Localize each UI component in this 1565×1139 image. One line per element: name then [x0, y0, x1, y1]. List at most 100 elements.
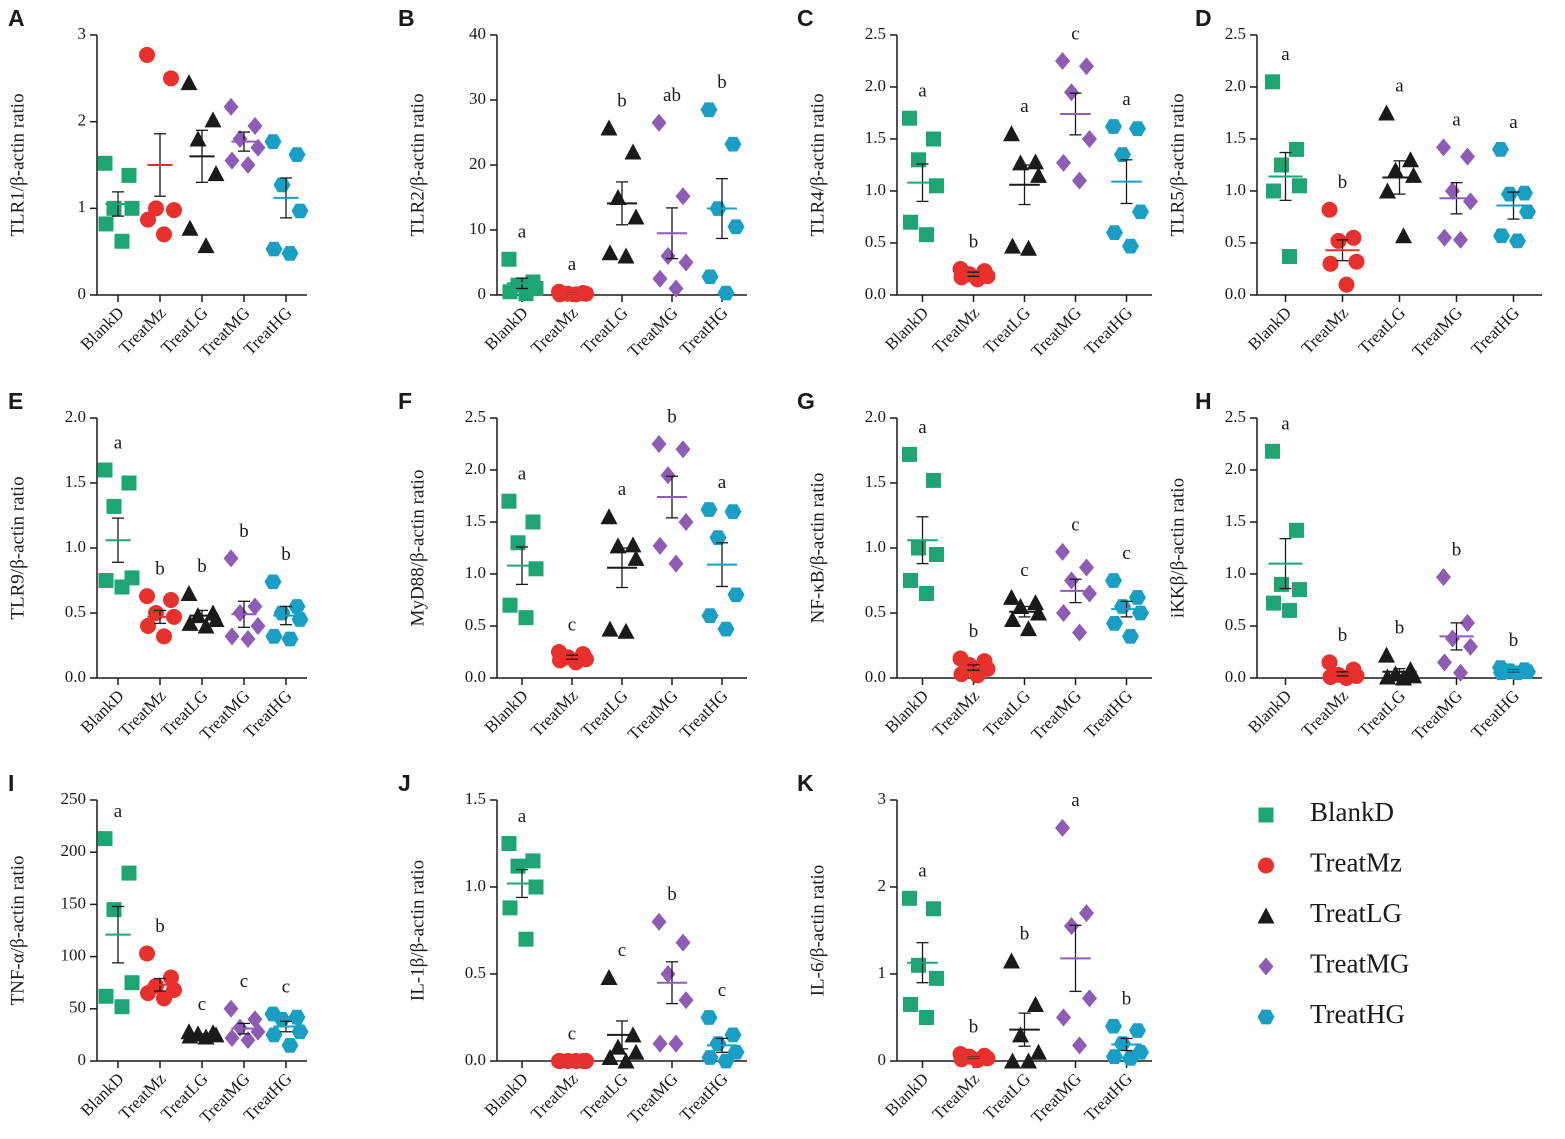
significance-letter: b — [155, 916, 165, 937]
marker — [223, 97, 239, 116]
marker — [1402, 151, 1419, 168]
marker — [106, 902, 122, 918]
marker — [1322, 255, 1339, 272]
y-axis-label: NF-κB/β-actin ratio — [807, 473, 828, 624]
y-tick-label: 0.0 — [465, 1050, 486, 1069]
marker — [911, 152, 926, 168]
marker — [288, 147, 306, 162]
marker — [700, 1010, 718, 1025]
y-tick-label: 2.0 — [465, 459, 486, 478]
x-tick-label: TreatLG — [1355, 303, 1409, 357]
marker — [518, 931, 534, 947]
marker — [1064, 917, 1079, 936]
marker — [1437, 653, 1452, 672]
significance-letter: a — [1281, 44, 1290, 65]
x-tick-label: TreatLG — [980, 686, 1034, 740]
marker — [660, 466, 676, 485]
x-tick-label: TreatLG — [577, 1069, 631, 1123]
marker — [660, 247, 676, 265]
y-tick-label: 0.0 — [865, 284, 886, 303]
significance-letter: c — [568, 614, 576, 635]
marker — [600, 508, 618, 525]
marker — [1348, 253, 1365, 270]
y-axis-label: IL-6/β-actin ratio — [807, 865, 828, 997]
marker — [291, 203, 309, 219]
marker — [265, 629, 283, 644]
marker — [1072, 1036, 1087, 1055]
marker — [97, 155, 113, 171]
marker — [1003, 125, 1020, 142]
marker — [701, 269, 719, 285]
marker — [1395, 669, 1412, 686]
marker — [1292, 178, 1307, 194]
marker — [1282, 602, 1297, 618]
marker — [1338, 276, 1355, 293]
y-tick-label: 1 — [878, 963, 887, 982]
marker — [678, 253, 694, 272]
significance-letter: b — [969, 621, 979, 642]
y-tick-label: 0.5 — [465, 963, 486, 982]
marker — [180, 585, 198, 601]
marker — [1106, 225, 1123, 240]
marker — [163, 70, 179, 87]
significance-letter: b — [617, 90, 627, 111]
x-tick-label: BlankD — [1244, 686, 1295, 737]
significance-letter: a — [1509, 112, 1518, 133]
marker — [902, 890, 917, 906]
marker — [678, 513, 694, 531]
marker — [291, 612, 309, 627]
marker — [668, 279, 684, 298]
marker — [1105, 1018, 1122, 1034]
y-tick-label: 1.0 — [1225, 180, 1246, 199]
legend-label: TreatMz — [1310, 848, 1402, 878]
marker — [502, 597, 518, 613]
y-tick-label: 200 — [61, 841, 87, 860]
marker — [240, 156, 256, 174]
marker — [627, 208, 645, 225]
significance-letter: b — [1452, 539, 1462, 560]
significance-letter: b — [1338, 172, 1348, 193]
significance-letter: a — [918, 81, 927, 102]
marker — [1082, 584, 1097, 603]
y-tick-label: 0.5 — [1225, 232, 1246, 251]
marker — [114, 233, 130, 249]
x-tick-label: TreatMz — [929, 686, 984, 741]
y-axis-label: IL-1β/β-actin ratio — [407, 860, 428, 1001]
marker — [617, 247, 635, 264]
marker — [1463, 637, 1478, 656]
marker — [1378, 104, 1395, 121]
marker — [1274, 576, 1289, 592]
marker — [264, 134, 282, 149]
marker — [675, 440, 691, 459]
x-tick-label: TreatHG — [1080, 686, 1136, 742]
marker — [919, 586, 934, 601]
panel-label: C — [797, 5, 814, 31]
marker — [156, 628, 172, 645]
marker — [97, 831, 113, 847]
marker — [953, 1051, 970, 1068]
y-tick-label: 10 — [469, 219, 486, 238]
marker — [207, 165, 225, 182]
y-tick-label: 2.0 — [1225, 459, 1246, 478]
marker — [660, 965, 676, 983]
marker — [1106, 616, 1123, 631]
y-tick-label: 0.5 — [1225, 615, 1246, 634]
marker — [1282, 249, 1297, 265]
marker — [617, 622, 635, 639]
marker — [181, 219, 199, 236]
y-axis-label: TLR2/β-actin ratio — [407, 93, 428, 236]
marker — [1055, 542, 1070, 561]
y-tick-label: 0.0 — [1225, 284, 1246, 303]
significance-letter: a — [1452, 110, 1461, 131]
significance-letter: c — [240, 971, 248, 992]
marker — [717, 1053, 735, 1069]
marker — [651, 435, 667, 453]
marker — [281, 246, 299, 261]
marker — [121, 167, 137, 183]
marker — [911, 957, 926, 973]
marker — [1132, 605, 1149, 621]
marker — [700, 102, 718, 118]
marker — [617, 1052, 635, 1069]
marker — [281, 631, 299, 647]
marker — [502, 900, 518, 916]
